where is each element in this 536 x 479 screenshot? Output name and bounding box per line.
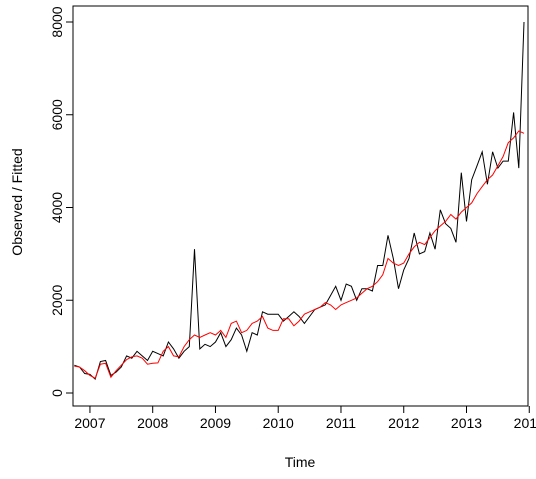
x-tick-label: 2010	[263, 415, 294, 431]
y-tick-label: 4000	[49, 192, 65, 223]
plot-box	[72, 5, 529, 407]
y-tick-label: 2000	[49, 285, 65, 316]
x-axis-title: Time	[285, 454, 316, 470]
observed-series-line	[74, 21, 525, 380]
x-tick-label: 2008	[137, 415, 168, 431]
y-tick-label: 0	[49, 389, 65, 397]
x-tick-label: 2011	[326, 415, 356, 431]
y-tick-label: 6000	[49, 99, 65, 130]
y-axis: 0 2000 4000 6000 8000	[49, 6, 73, 397]
x-tick-label: 2012	[388, 415, 419, 431]
x-tick-label: 2013	[451, 415, 482, 431]
x-axis: 2007 2008 2009 2010 2011 2012 2013 2014	[74, 406, 536, 431]
series-layer	[74, 21, 525, 380]
y-tick-label: 8000	[49, 6, 65, 37]
x-tick-label: 2009	[200, 415, 231, 431]
x-tick-label: 2014	[514, 415, 536, 431]
x-tick-label: 2007	[74, 415, 105, 431]
y-axis-title: Observed / Fitted	[9, 148, 25, 255]
fitted-series-line	[74, 130, 525, 379]
